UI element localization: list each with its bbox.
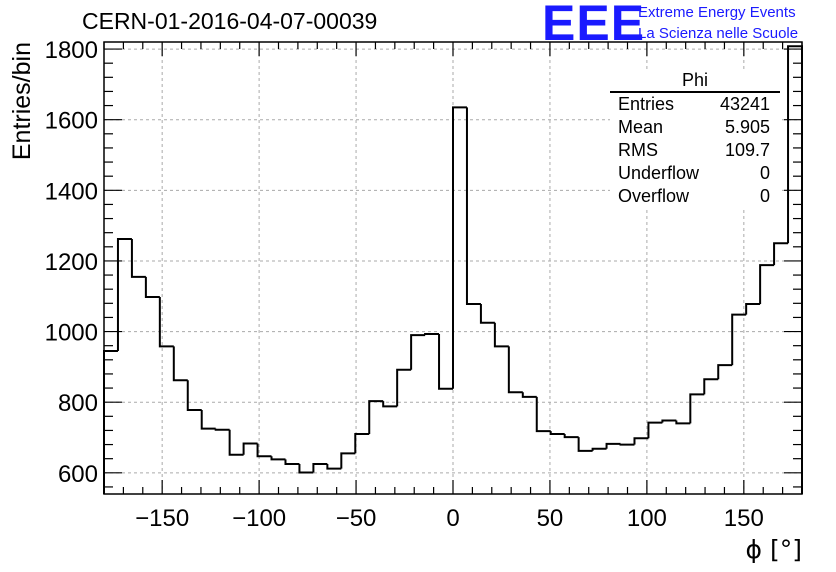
- histogram-bin: [465, 107, 481, 306]
- stat-row-entries: Entries 43241: [610, 93, 780, 116]
- histogram-bin: [340, 452, 356, 469]
- stat-label: RMS: [618, 140, 658, 160]
- axis-ticks: [103, 42, 803, 494]
- histogram-bin: [689, 393, 705, 424]
- histogram-bin: [256, 443, 272, 458]
- histogram-bin: [731, 313, 747, 366]
- histogram-bin: [228, 429, 244, 456]
- histogram-bin: [535, 396, 551, 433]
- histogram-bin: [577, 437, 593, 452]
- stat-row-underflow: Underflow 0: [610, 162, 780, 185]
- stat-label: Mean: [618, 117, 664, 137]
- stat-label: Entries: [618, 94, 675, 114]
- x-axis-label: ϕ [°]: [746, 535, 802, 564]
- y-tick-label: 1200: [45, 249, 98, 276]
- histogram-bin: [312, 462, 328, 473]
- logo-line-2: La Scienza nelle Scuole: [638, 25, 799, 42]
- y-tick-label: 1600: [45, 108, 98, 135]
- histogram-bin: [773, 242, 789, 266]
- histogram-bin: [200, 409, 216, 430]
- histogram-bin: [647, 421, 663, 439]
- x-tick-label: 100: [627, 505, 667, 532]
- histogram-bin: [298, 463, 314, 474]
- histogram-bin: [368, 400, 384, 434]
- stat-row-mean: Mean 5.905: [610, 116, 780, 139]
- histogram-bin: [549, 431, 565, 435]
- stats-box: Phi Entries 43241 Mean 5.905 RMS 109.7 U…: [610, 70, 780, 208]
- histogram-bin: [452, 106, 467, 389]
- histogram-bin: [410, 334, 426, 370]
- histogram-bin: [787, 45, 803, 494]
- histogram-bin: [493, 322, 509, 348]
- stat-row-overflow: Overflow 0: [610, 185, 780, 208]
- tick-labels: −150 −100 −50 0 50 100 150 600 800 1000 1200 1400 16…: [45, 37, 764, 532]
- histogram-bin: [144, 276, 160, 298]
- y-tick-label: 1400: [45, 178, 98, 205]
- histogram-bin: [214, 428, 230, 431]
- eee-logo: EEE: [542, 0, 646, 51]
- histogram-bin: [354, 432, 370, 454]
- histogram-bin: [563, 433, 579, 439]
- histogram-bin: [270, 456, 286, 461]
- stat-value: 0: [759, 163, 770, 183]
- y-tick-label: 1800: [45, 37, 98, 64]
- stat-value: 0: [759, 186, 770, 206]
- y-tick-label: 600: [58, 461, 98, 488]
- y-tick-label: 1000: [45, 320, 98, 347]
- stat-label: Underflow: [618, 163, 700, 183]
- stats-title: Phi: [610, 70, 780, 93]
- histogram-bin: [172, 346, 188, 382]
- x-tick-label: −50: [336, 505, 377, 532]
- stat-value: 5.905: [724, 117, 770, 137]
- histogram-bin: [130, 239, 146, 278]
- histogram-bin: [242, 442, 258, 455]
- stat-value: 109.7: [724, 140, 770, 160]
- histogram-bin: [284, 459, 300, 465]
- histogram-bin: [382, 401, 398, 408]
- histogram-bin: [438, 334, 453, 390]
- histogram-bin: [479, 304, 495, 324]
- histogram-bin: [507, 346, 523, 394]
- stat-row-rms: RMS 109.7: [610, 139, 780, 162]
- y-tick-label: 800: [58, 390, 98, 417]
- histogram-bin: [605, 442, 621, 449]
- histogram-bin: [759, 264, 775, 305]
- histogram-bin: [661, 419, 677, 423]
- histogram-bin: [633, 437, 649, 445]
- stat-label: Overflow: [618, 186, 690, 206]
- histogram-bin: [521, 392, 537, 398]
- histogram-bin: [717, 364, 733, 380]
- histogram-bin: [745, 303, 761, 315]
- histogram-bin: [591, 447, 607, 451]
- histogram-bin: [186, 380, 202, 411]
- stat-value: 43241: [719, 94, 770, 114]
- histogram-bin: [158, 296, 174, 348]
- histogram-bin: [703, 378, 719, 395]
- x-tick-label: −150: [135, 505, 189, 532]
- histogram-bin: [675, 420, 691, 425]
- x-tick-label: 150: [724, 505, 764, 532]
- logo-line-1: Extreme Energy Events: [638, 4, 796, 21]
- x-tick-label: 0: [446, 505, 459, 532]
- histogram-bin: [326, 463, 342, 470]
- y-axis-label: Entries/bin: [8, 42, 36, 160]
- x-tick-label: −100: [232, 505, 286, 532]
- chart-title: CERN-01-2016-04-07-00039: [82, 8, 378, 34]
- histogram-bin: [396, 368, 412, 407]
- x-tick-label: 50: [537, 505, 564, 532]
- histogram-bin: [424, 333, 440, 336]
- histogram-bin: [116, 238, 132, 351]
- histogram-bin: [619, 443, 635, 446]
